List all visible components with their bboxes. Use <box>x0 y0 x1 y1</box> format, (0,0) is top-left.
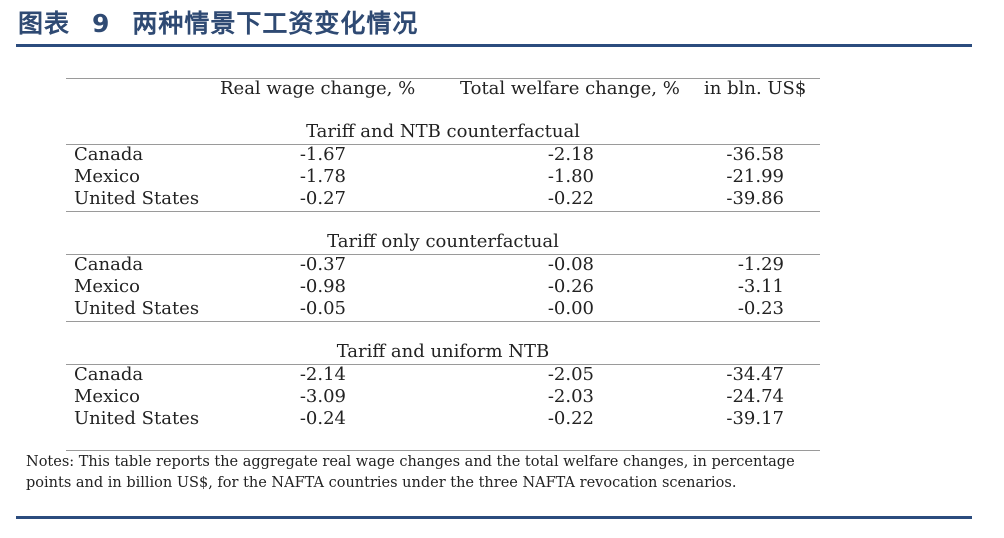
section-rule <box>66 211 820 212</box>
welfare-pct-cell: -0.08 <box>547 254 594 275</box>
section-title: Tariff and NTB counterfactual <box>306 121 580 142</box>
welfare-bln-cell: -34.47 <box>726 364 784 385</box>
welfare-bln-cell: -1.29 <box>737 254 784 275</box>
welfare-pct-cell: -2.18 <box>547 144 594 165</box>
welfare-bln-cell: -36.58 <box>726 144 784 165</box>
country-cell: Mexico <box>74 166 140 187</box>
table-notes: Notes: This table reports the aggregate … <box>26 452 876 494</box>
country-cell: Canada <box>74 144 144 165</box>
wage-cell: -0.98 <box>299 276 346 297</box>
wage-cell: -0.37 <box>299 254 346 275</box>
wage-cell: -0.24 <box>299 408 346 429</box>
welfare-pct-cell: -2.05 <box>547 364 594 385</box>
welfare-pct-cell: -1.80 <box>547 166 594 187</box>
title-rule <box>16 44 972 47</box>
figure-label: 图表 <box>18 9 71 38</box>
wage-cell: -2.14 <box>299 364 346 385</box>
figure-number: 9 <box>92 9 111 38</box>
country-cell: United States <box>74 188 200 209</box>
section-title: Tariff and uniform NTB <box>336 341 550 362</box>
section-rule <box>66 144 820 145</box>
country-cell: Mexico <box>74 276 140 297</box>
notes-line: points and in billion US$, for the NAFTA… <box>26 475 737 491</box>
wage-cell: -1.67 <box>299 144 346 165</box>
welfare-pct-cell: -0.26 <box>547 276 594 297</box>
section-title: Tariff only counterfactual <box>327 231 559 252</box>
welfare-pct-cell: -0.00 <box>547 298 594 319</box>
wage-cell: -0.05 <box>299 298 346 319</box>
wage-cell: -0.27 <box>299 188 346 209</box>
section-rule <box>66 364 820 365</box>
footer-rule <box>16 516 972 519</box>
welfare-pct-cell: -0.22 <box>547 188 594 209</box>
notes-line: Notes: This table reports the aggregate … <box>26 454 795 470</box>
welfare-pct-cell: -0.22 <box>547 408 594 429</box>
welfare-bln-cell: -3.11 <box>737 276 784 297</box>
section-rule <box>66 254 820 255</box>
header-welfare-pct: Total welfare change, % <box>460 78 680 99</box>
welfare-bln-cell: -24.74 <box>726 386 784 407</box>
table-bottom-rule <box>66 450 820 451</box>
welfare-bln-cell: -39.17 <box>726 408 784 429</box>
country-cell: United States <box>74 408 200 429</box>
wage-cell: -1.78 <box>299 166 346 187</box>
table-top-rule <box>66 78 820 79</box>
country-cell: Canada <box>74 364 144 385</box>
welfare-bln-cell: -0.23 <box>737 298 784 319</box>
welfare-bln-cell: -21.99 <box>726 166 784 187</box>
welfare-bln-cell: -39.86 <box>726 188 784 209</box>
header-welfare-bln: in bln. US$ <box>704 78 807 99</box>
figure-title-text: 两种情景下工资变化情况 <box>132 9 419 38</box>
country-cell: Mexico <box>74 386 140 407</box>
country-cell: United States <box>74 298 200 319</box>
welfare-pct-cell: -2.03 <box>547 386 594 407</box>
figure-title: 图表 9 两种情景下工资变化情况 <box>18 4 418 40</box>
section-rule <box>66 321 820 322</box>
country-cell: Canada <box>74 254 144 275</box>
header-real-wage: Real wage change, % <box>220 78 416 99</box>
wage-cell: -3.09 <box>299 386 346 407</box>
